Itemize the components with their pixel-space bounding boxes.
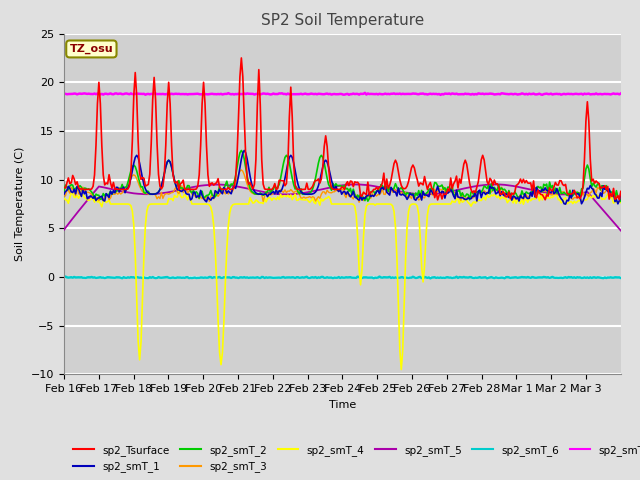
Legend: sp2_Tsurface, sp2_smT_1, sp2_smT_2, sp2_smT_3, sp2_smT_4, sp2_smT_5, sp2_smT_6, : sp2_Tsurface, sp2_smT_1, sp2_smT_2, sp2_… bbox=[69, 441, 640, 476]
X-axis label: Time: Time bbox=[329, 400, 356, 409]
Y-axis label: Soil Temperature (C): Soil Temperature (C) bbox=[15, 147, 26, 261]
Text: TZ_osu: TZ_osu bbox=[70, 44, 113, 54]
Title: SP2 Soil Temperature: SP2 Soil Temperature bbox=[260, 13, 424, 28]
